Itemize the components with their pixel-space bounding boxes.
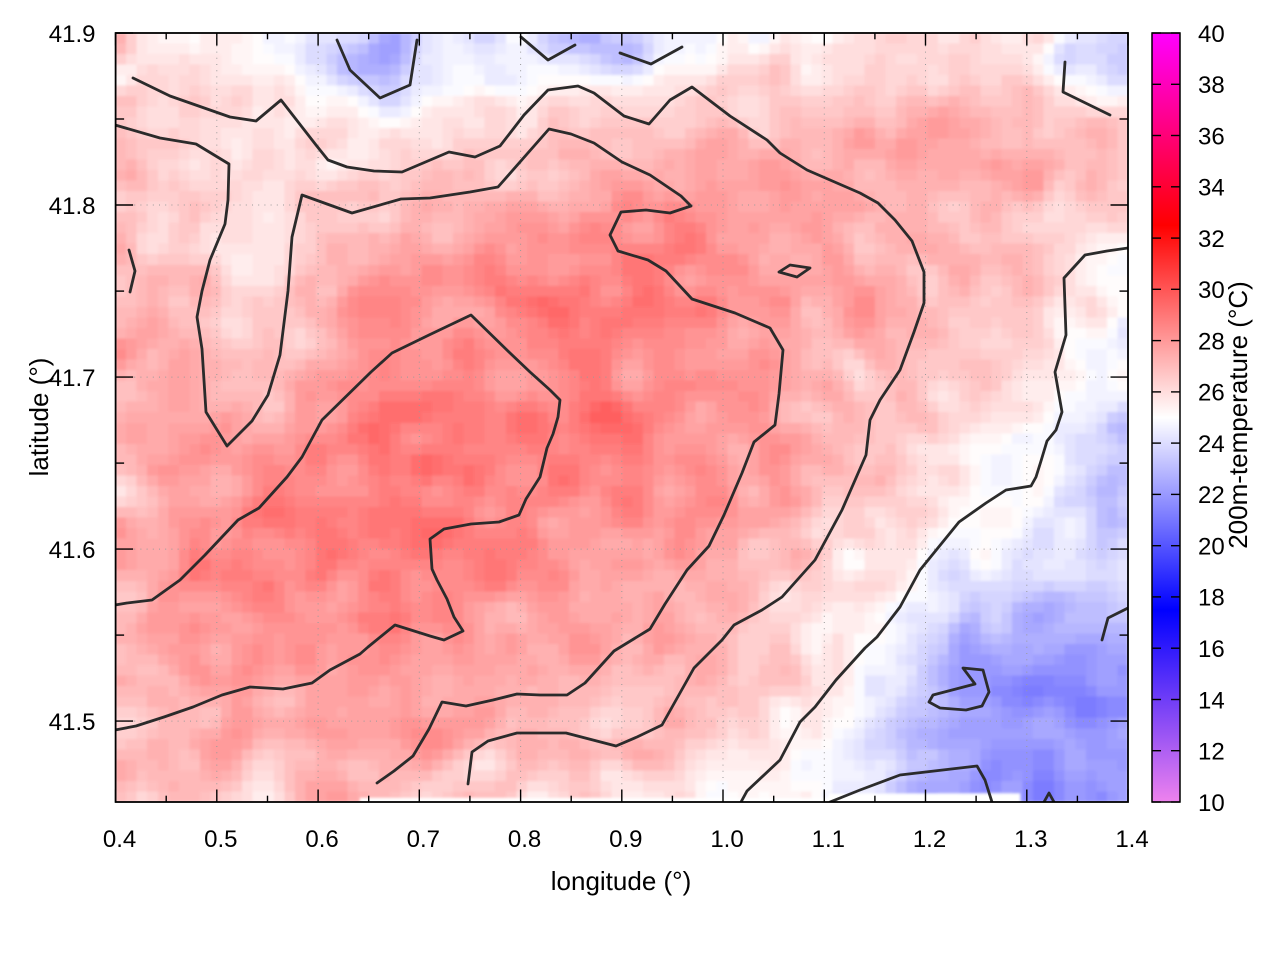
svg-text:0.4: 0.4: [103, 826, 136, 853]
svg-text:0.5: 0.5: [204, 826, 237, 853]
svg-text:1.3: 1.3: [1014, 826, 1047, 853]
svg-text:0.9: 0.9: [609, 826, 642, 853]
svg-text:40: 40: [1198, 21, 1225, 48]
svg-text:1.4: 1.4: [1115, 826, 1148, 853]
svg-text:24: 24: [1198, 431, 1225, 458]
svg-text:26: 26: [1198, 380, 1225, 407]
svg-text:30: 30: [1198, 277, 1225, 304]
svg-text:0.7: 0.7: [407, 826, 440, 853]
svg-text:20: 20: [1198, 534, 1225, 561]
svg-text:22: 22: [1198, 482, 1225, 509]
svg-text:34: 34: [1198, 175, 1225, 202]
svg-text:41.5: 41.5: [49, 709, 96, 736]
svg-text:0.6: 0.6: [305, 826, 338, 853]
svg-text:28: 28: [1198, 328, 1225, 355]
svg-text:41.6: 41.6: [49, 537, 96, 564]
svg-text:41.8: 41.8: [49, 193, 96, 220]
svg-text:41.7: 41.7: [49, 365, 96, 392]
svg-text:latitude (°): latitude (°): [24, 358, 54, 477]
svg-text:16: 16: [1198, 636, 1225, 663]
svg-text:18: 18: [1198, 585, 1225, 612]
svg-text:41.9: 41.9: [49, 21, 96, 48]
svg-text:longitude (°): longitude (°): [551, 866, 691, 896]
svg-text:38: 38: [1198, 72, 1225, 99]
svg-text:200m-temperature (°C): 200m-temperature (°C): [1223, 281, 1253, 549]
svg-text:1.1: 1.1: [812, 826, 845, 853]
svg-text:12: 12: [1198, 739, 1225, 766]
svg-text:32: 32: [1198, 226, 1225, 253]
svg-text:36: 36: [1198, 123, 1225, 150]
svg-text:14: 14: [1198, 687, 1225, 714]
svg-text:10: 10: [1198, 790, 1225, 817]
svg-text:1.0: 1.0: [710, 826, 743, 853]
svg-text:1.2: 1.2: [913, 826, 946, 853]
svg-text:0.8: 0.8: [508, 826, 541, 853]
